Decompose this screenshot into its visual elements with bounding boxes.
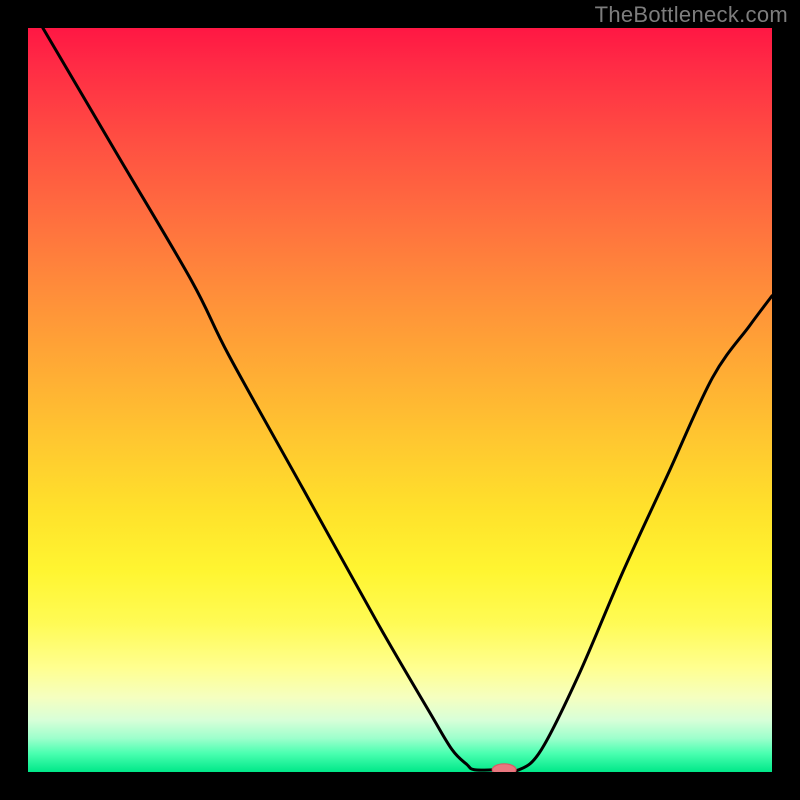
frame-border <box>0 0 28 800</box>
frame-border <box>0 772 800 800</box>
frame-border <box>772 0 800 800</box>
chart-stage: TheBottleneck.com <box>0 0 800 800</box>
frame-border <box>0 0 800 28</box>
bottleneck-chart <box>0 0 800 800</box>
